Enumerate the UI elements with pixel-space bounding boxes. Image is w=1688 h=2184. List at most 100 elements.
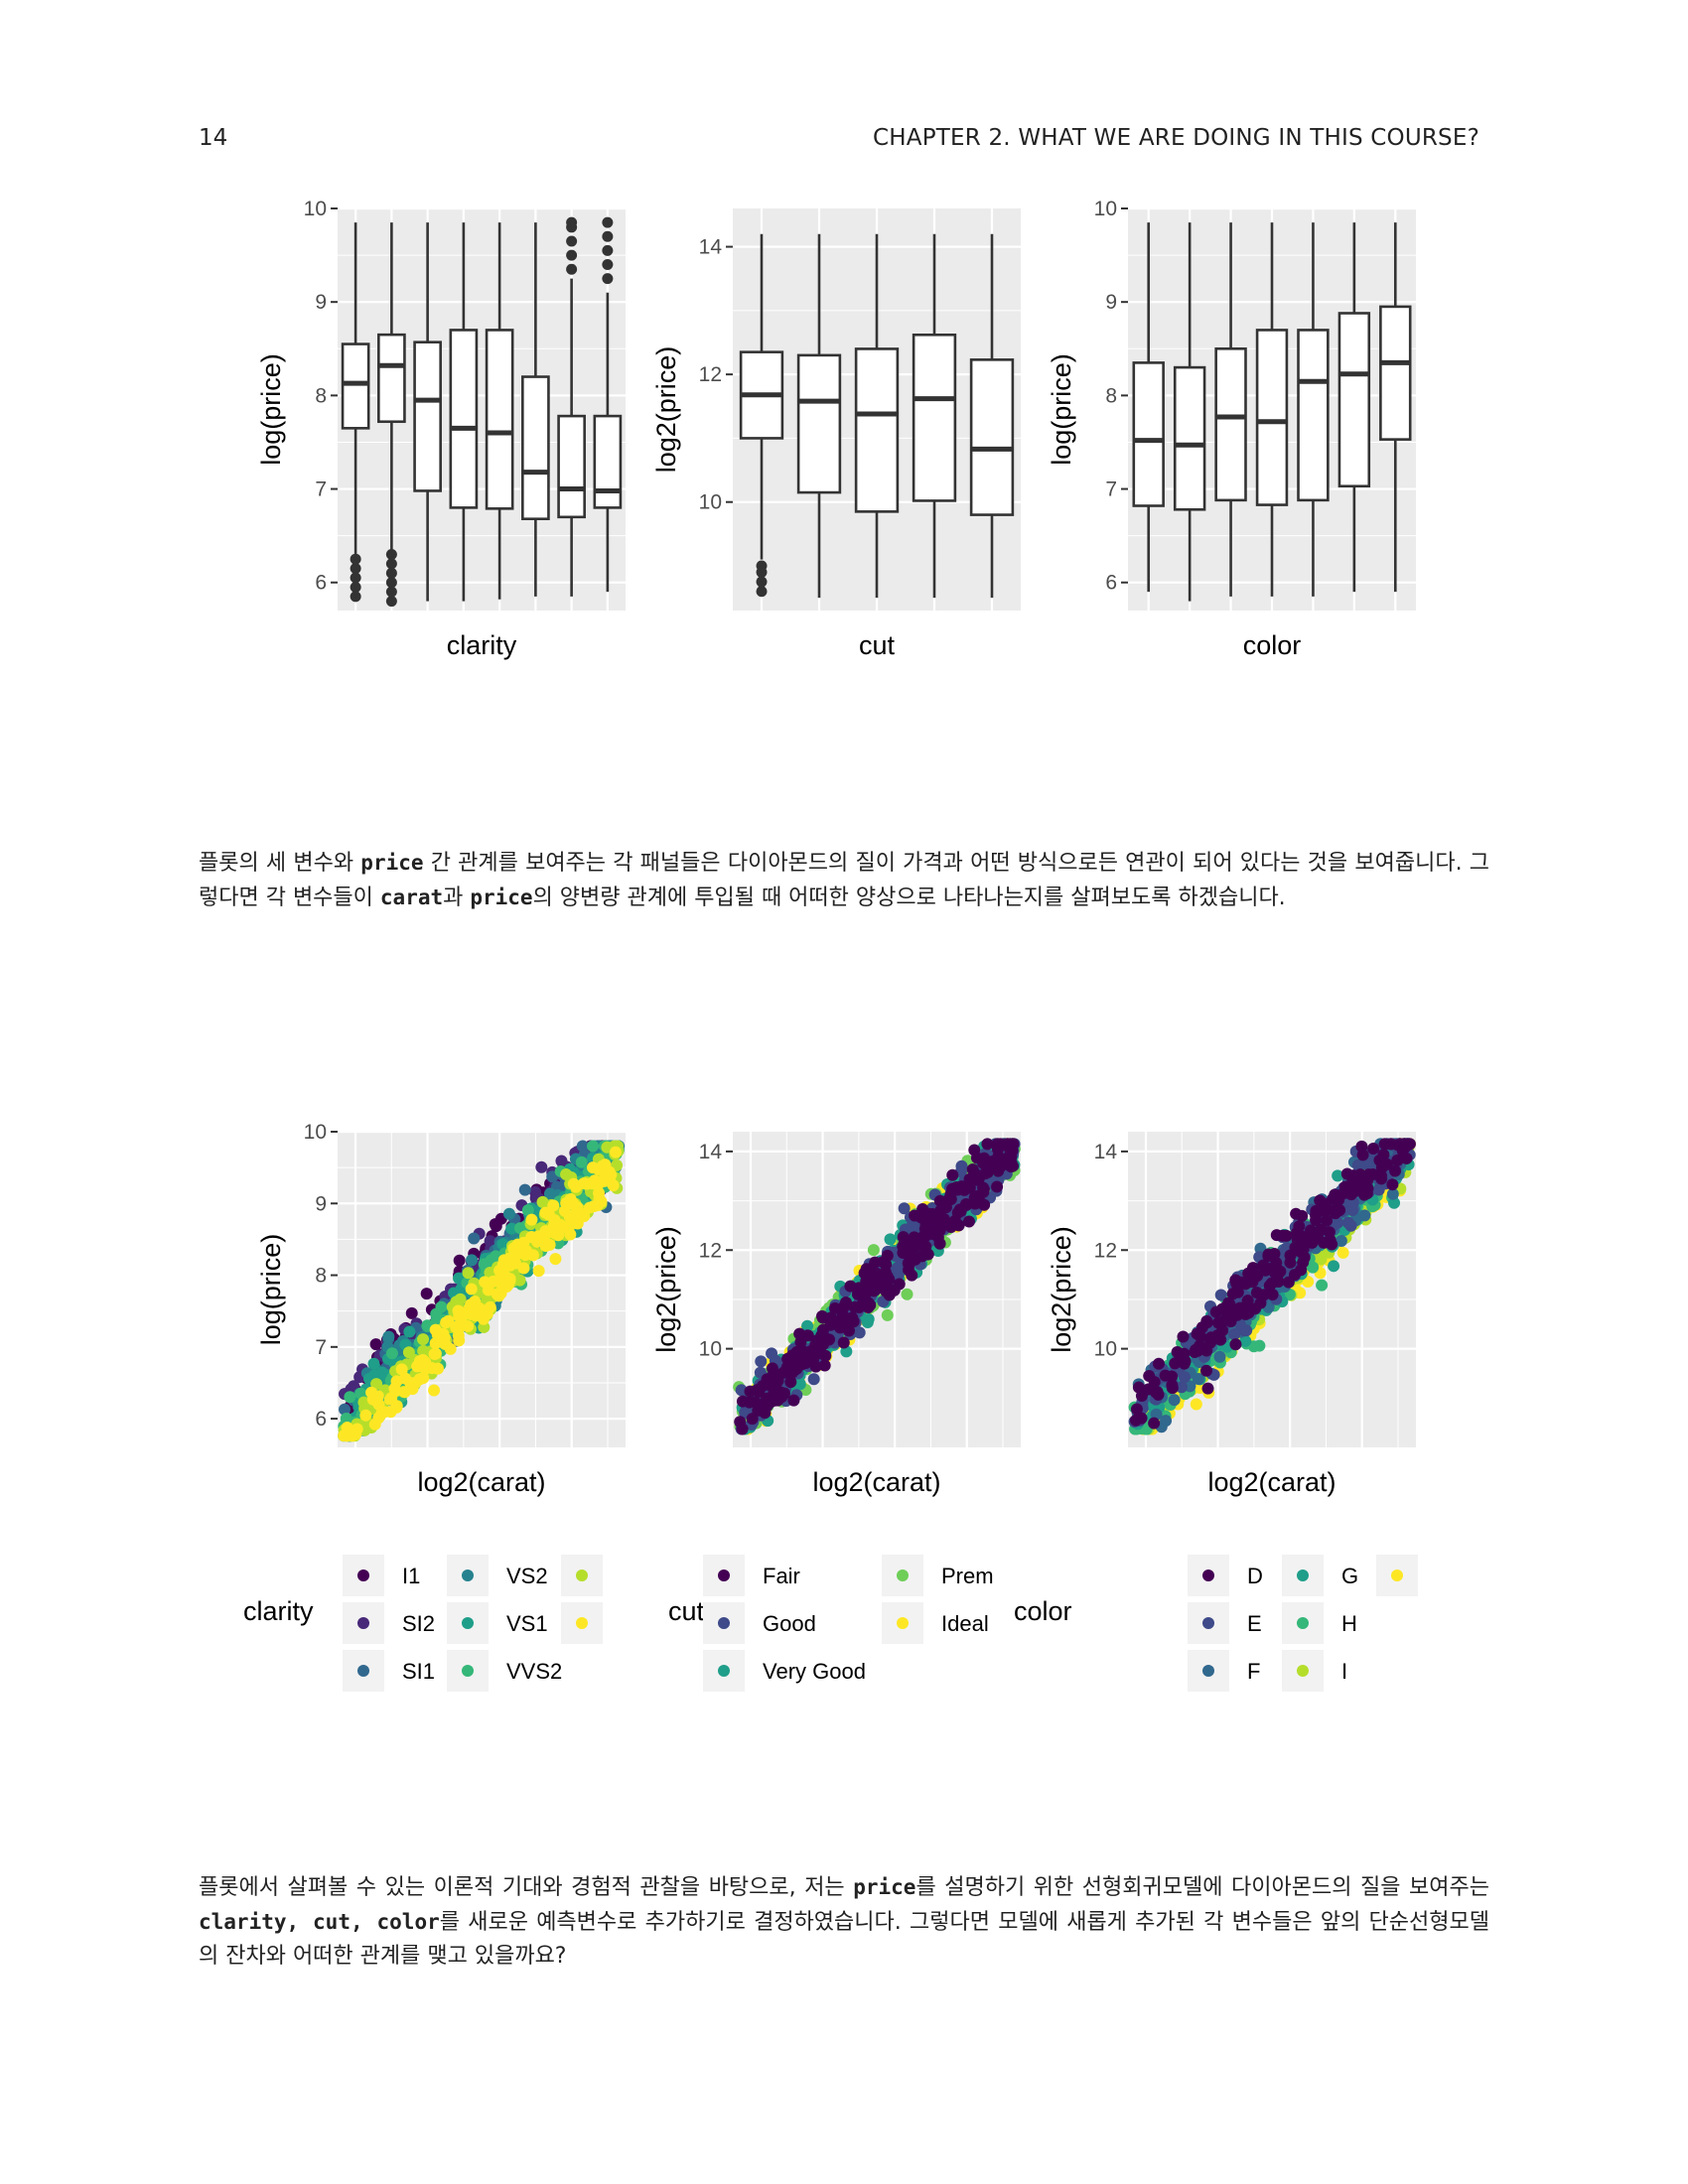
data-point <box>960 1198 973 1211</box>
data-point <box>1192 1373 1204 1386</box>
y-tick-label: 6 <box>315 1408 327 1431</box>
data-point <box>918 1223 931 1236</box>
data-point <box>399 1372 412 1385</box>
paragraph-text: 과 <box>443 886 471 910</box>
data-point <box>1199 1364 1212 1377</box>
box-mark <box>557 216 586 597</box>
data-point <box>1272 1265 1285 1278</box>
data-point <box>1006 1145 1019 1158</box>
outlier-point <box>350 563 361 575</box>
data-point <box>437 1327 450 1340</box>
data-point <box>991 1180 1004 1193</box>
data-point <box>487 1275 499 1288</box>
y-tick-label: 7 <box>315 1336 327 1359</box>
data-point <box>790 1362 803 1375</box>
box-mark <box>1173 222 1206 602</box>
legend-label: SI2 <box>402 1611 435 1636</box>
legend-label: Prem <box>941 1564 994 1588</box>
data-point <box>420 1288 433 1300</box>
data-point <box>792 1353 805 1366</box>
legend-label: Good <box>763 1611 816 1636</box>
data-point <box>525 1213 538 1226</box>
outlier-point <box>350 572 361 584</box>
data-point <box>1310 1209 1323 1222</box>
data-point <box>1130 1403 1143 1416</box>
legend-label: F <box>1247 1659 1260 1684</box>
data-point <box>1389 1164 1402 1177</box>
legend-swatch <box>1202 1570 1214 1581</box>
data-point <box>466 1254 479 1267</box>
data-point <box>1229 1338 1242 1351</box>
data-point <box>1262 1250 1275 1263</box>
legend-title: clarity <box>243 1596 314 1626</box>
box-iqr <box>1255 329 1289 506</box>
legend-label: SI1 <box>402 1659 435 1684</box>
outlier-point <box>602 244 614 256</box>
data-point <box>1209 1305 1222 1318</box>
data-point <box>465 1283 478 1296</box>
data-point <box>815 1309 828 1322</box>
data-point <box>535 1232 548 1245</box>
data-point <box>824 1318 837 1331</box>
data-point <box>898 1244 911 1257</box>
y-tick-label: 14 <box>699 236 723 259</box>
outlier-point <box>566 235 578 247</box>
legend-swatch <box>357 1570 369 1581</box>
data-point <box>587 1140 600 1153</box>
y-axis-title: log(price) <box>1047 353 1076 466</box>
outlier-point <box>385 586 397 598</box>
data-point <box>929 1227 942 1240</box>
legend: clarity I1 SI2 SI1 VS2 VS1 VVS2 <box>243 1555 603 1692</box>
data-point <box>926 1208 939 1221</box>
scatter-points <box>338 1140 626 1442</box>
data-point <box>1339 1180 1352 1193</box>
data-point <box>532 1265 545 1278</box>
data-point <box>858 1267 871 1280</box>
data-point <box>1214 1289 1227 1301</box>
y-tick-label: 10 <box>699 1338 722 1361</box>
box-mark <box>1337 222 1371 593</box>
data-point <box>607 1179 620 1192</box>
data-point <box>867 1244 880 1257</box>
box-mark <box>1132 222 1165 593</box>
data-point <box>359 1409 372 1422</box>
y-tick-label: 10 <box>699 491 722 514</box>
legend-label: I1 <box>402 1564 420 1588</box>
box-mark <box>1379 222 1412 593</box>
box-iqr <box>485 329 514 510</box>
data-point <box>566 1197 579 1210</box>
data-point <box>966 1162 979 1175</box>
data-point <box>1195 1330 1207 1343</box>
y-tick-label: 12 <box>1094 1239 1117 1262</box>
data-point <box>566 1217 579 1230</box>
data-point <box>1353 1178 1366 1191</box>
x-axis-title: log2(carat) <box>1207 1467 1336 1497</box>
data-point <box>575 1156 588 1168</box>
data-point <box>431 1362 444 1375</box>
box-mark <box>485 222 514 600</box>
legend-label: VS1 <box>506 1611 548 1636</box>
data-point <box>351 1423 363 1435</box>
inline-code: carat <box>379 886 444 909</box>
data-point <box>1334 1204 1346 1217</box>
data-point <box>986 1156 999 1168</box>
y-tick-label: 6 <box>1105 572 1117 595</box>
data-point <box>1298 1251 1311 1264</box>
data-point <box>1226 1288 1239 1300</box>
data-point <box>1151 1386 1164 1399</box>
data-point <box>339 1403 352 1416</box>
inline-code: price <box>853 1875 916 1899</box>
y-tick-label: 14 <box>699 1141 723 1163</box>
data-point <box>484 1235 496 1248</box>
data-point <box>981 1138 994 1151</box>
paragraph-2: 플롯에서 살펴볼 수 있는 이론적 기대와 경험적 관찰을 바탕으로, 저는 p… <box>199 1870 1489 1974</box>
data-point <box>529 1185 542 1198</box>
data-point <box>384 1406 397 1419</box>
data-point <box>372 1398 385 1411</box>
legend-label: D <box>1247 1564 1263 1588</box>
data-point <box>372 1412 385 1425</box>
data-point <box>564 1228 577 1241</box>
data-point <box>536 1195 549 1208</box>
data-point <box>1388 1196 1401 1209</box>
legend-swatch <box>462 1665 474 1677</box>
